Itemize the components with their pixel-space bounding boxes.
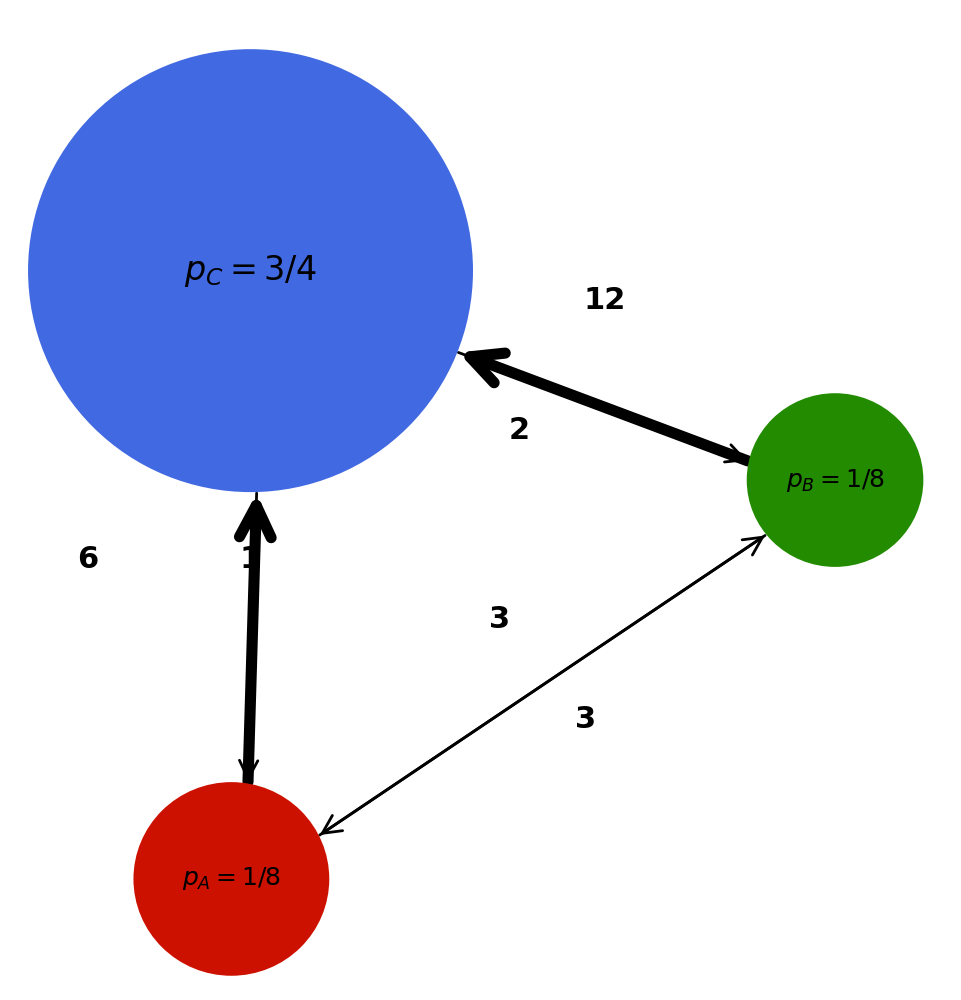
Text: $p_C = 3/4$: $p_C = 3/4$ [184,253,317,289]
Text: 1: 1 [240,545,261,574]
Text: $p_B = 1/8$: $p_B = 1/8$ [786,467,884,494]
Text: 2: 2 [508,416,530,445]
Text: 3: 3 [489,605,510,634]
Ellipse shape [30,51,471,490]
Text: 6: 6 [77,545,98,574]
Text: 3: 3 [576,705,597,734]
Ellipse shape [136,784,327,974]
Text: $p_A = 1/8$: $p_A = 1/8$ [182,865,281,892]
Ellipse shape [749,395,922,565]
Text: 12: 12 [584,286,627,315]
